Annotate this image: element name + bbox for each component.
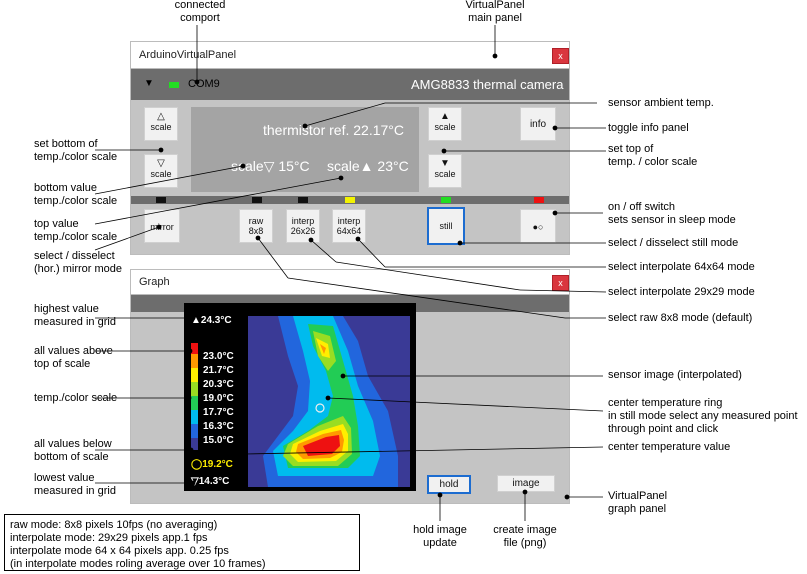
scale-value-label: 15.0°C <box>203 435 234 446</box>
info-button[interactable]: info <box>520 107 556 141</box>
annotation-highest: highest value measured in grid <box>34 303 116 328</box>
thermistor-readout: thermistor ref. 22.17°C <box>263 122 404 138</box>
main-panel-title: ArduinoVirtualPanel <box>139 49 237 61</box>
comport-label: COM9 <box>188 78 220 90</box>
graph-panel-close-button[interactable]: x <box>552 275 569 291</box>
lowest-value-label: ▽14.3°C <box>191 476 230 487</box>
highest-value-label: ▲24.3°C <box>191 315 232 326</box>
graph-panel-window: Graph x ▲24.3°C 23.0°C 21.7°C 20.3°C 19.… <box>130 269 570 504</box>
annotation-ring: center temperature ring in still mode sel… <box>608 397 798 435</box>
thermal-image-frame: ▲24.3°C 23.0°C 21.7°C 20.3°C 19.0°C 17.7… <box>184 303 416 491</box>
annotation-sensor-image: sensor image (interpolated) <box>608 369 742 381</box>
scale-value-label: 23.0°C <box>203 351 234 362</box>
scale-bottom-up-button[interactable]: △ scale <box>144 107 178 141</box>
main-panel-window: ArduinoVirtualPanel x ▼ COM9 AMG8833 the… <box>130 41 570 255</box>
dropdown-triangle-icon[interactable]: ▼ <box>144 78 154 89</box>
led-strip <box>131 196 569 204</box>
onoff-led <box>534 197 544 203</box>
annotation-info: toggle info panel <box>608 122 689 134</box>
interp-64x64-button[interactable]: interp 64x64 <box>332 209 366 243</box>
annotation-set-top: set top of temp. / color scale <box>608 143 698 168</box>
scale-value-label: 20.3°C <box>203 379 234 390</box>
annotation-mirror-mode: select / disselect (hor.) mirror mode <box>34 250 123 275</box>
mirror-button[interactable]: mirror <box>144 209 180 243</box>
annotation-center-value: center temperature value <box>608 441 731 453</box>
note-line: interpolate mode: 29x29 pixels app.1 fps <box>10 532 208 544</box>
interp-26x26-button[interactable]: interp 26x26 <box>286 209 320 243</box>
annotation-above: all values above top of scale <box>34 345 113 370</box>
annotation-create-image: create image file (png) <box>493 524 557 549</box>
scale-seg-3 <box>191 382 198 396</box>
note-line: raw mode: 8x8 pixels 10fps (no averaging… <box>10 519 218 531</box>
scale-value-label: 21.7°C <box>203 365 234 376</box>
raw-8x8-button[interactable]: raw 8x8 <box>239 209 273 243</box>
mode-notes-box: raw mode: 8x8 pixels 10fps (no averaging… <box>4 514 360 571</box>
image-button[interactable]: image <box>497 475 555 492</box>
annotation-interp29: select interpolate 29x29 mode <box>608 286 755 298</box>
scale-below-bottom <box>191 438 198 450</box>
annotation-graph-panel: VirtualPanel graph panel <box>608 490 668 515</box>
raw-led <box>252 197 262 203</box>
annotation-lowest: lowest value measured in grid <box>34 472 116 497</box>
scale-seg-2 <box>191 368 198 382</box>
annotation-bottom-value: bottom value temp./color scale <box>34 182 118 207</box>
scale-above-top <box>191 343 198 354</box>
center-value-label: ◯19.2°C <box>191 459 233 470</box>
note-line: interpolate mode 64 x 64 pixels app. 0.2… <box>10 545 229 557</box>
connection-led <box>169 82 179 88</box>
mirror-led <box>156 197 166 203</box>
scale-value-label: 17.7°C <box>203 407 234 418</box>
graph-panel-title: Graph <box>139 276 170 288</box>
sensor-image[interactable] <box>248 316 410 487</box>
hold-button[interactable]: hold <box>427 475 471 494</box>
main-panel-close-button[interactable]: x <box>552 48 569 64</box>
interp26-led <box>298 197 308 203</box>
still-led <box>441 197 451 203</box>
note-line: (in interpolate modes roling average ove… <box>10 558 266 570</box>
scale-seg-4 <box>191 396 198 410</box>
annotation-ambient: sensor ambient temp. <box>608 97 714 109</box>
annotation-main-panel: VirtualPanel main panel <box>465 0 525 24</box>
scale-value-label: 19.0°C <box>203 393 234 404</box>
annotation-comport: connected comport <box>174 0 226 24</box>
still-button[interactable]: still <box>427 207 465 245</box>
graph-panel-titlebar: Graph x <box>131 270 569 295</box>
main-panel-titlebar: ArduinoVirtualPanel x <box>131 42 569 69</box>
scale-bottom-readout: scale▽ 15°C <box>231 158 310 174</box>
interp64-led <box>345 197 355 203</box>
annotation-below: all values below bottom of scale <box>34 438 112 463</box>
connection-bar: ▼ COM9 AMG8833 thermal camera <box>131 69 569 100</box>
annotation-set-bottom: set bottom of temp./color scale <box>34 138 118 163</box>
scale-top-down-button[interactable]: ▼ scale <box>428 154 462 188</box>
annotation-hold: hold image update <box>413 524 467 549</box>
annotation-interp64: select interpolate 64x64 mode <box>608 261 755 273</box>
annotation-scale: temp./color scale <box>34 392 118 404</box>
scale-seg-5 <box>191 410 198 424</box>
annotation-top-value: top value temp./color scale <box>34 218 118 243</box>
scale-top-up-button[interactable]: ▲ scale <box>428 107 462 141</box>
scale-top-readout: scale▲ 23°C <box>327 158 409 174</box>
camera-name-label: AMG8833 thermal camera <box>411 77 564 92</box>
annotation-still: select / disselect still mode <box>608 237 739 249</box>
scale-seg-6 <box>191 424 198 438</box>
scale-seg-1 <box>191 354 198 368</box>
scale-value-label: 16.3°C <box>203 421 234 432</box>
scale-bottom-down-button[interactable]: ▽ scale <box>144 154 178 188</box>
annotation-onoff: on / off switch sets sensor in sleep mode <box>608 201 736 226</box>
annotation-raw: select raw 8x8 mode (default) <box>608 312 753 324</box>
center-temperature-ring-icon <box>315 403 325 413</box>
onoff-switch-button[interactable]: ●○ <box>520 209 556 243</box>
info-display: thermistor ref. 22.17°C scale▽ 15°C scal… <box>191 107 419 192</box>
